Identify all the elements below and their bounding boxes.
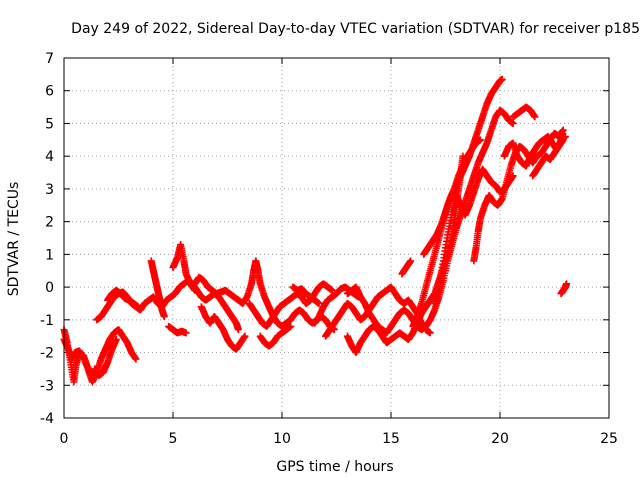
plot-frame — [63, 57, 610, 419]
series-trace-12 — [256, 322, 295, 350]
chart-title: Day 249 of 2022, Sidereal Day-to-day VTE… — [71, 21, 640, 37]
data-point — [531, 113, 539, 121]
data-point — [182, 329, 190, 337]
y-tick-label: 4 — [45, 149, 54, 165]
series-trace-18 — [398, 257, 415, 278]
x-tick-label: 10 — [273, 431, 291, 447]
series-trace-3 — [91, 335, 120, 379]
y-tick-label: -3 — [40, 378, 54, 394]
data-point — [234, 326, 242, 334]
series-trace-13 — [289, 283, 323, 307]
series-trace-7 — [169, 241, 199, 294]
x-tick-label: 15 — [382, 431, 400, 447]
data-point — [426, 329, 434, 337]
data-point — [559, 126, 567, 134]
data-point — [134, 303, 142, 311]
data-marks — [60, 75, 570, 386]
series-trace-2 — [60, 335, 94, 376]
data-point — [315, 299, 323, 307]
data-point — [509, 119, 517, 127]
data-point — [559, 136, 567, 144]
data-point — [498, 75, 506, 83]
y-tick-label: 0 — [45, 280, 54, 296]
y-tick-label: 6 — [45, 84, 54, 100]
data-point — [562, 280, 570, 288]
y-tick-label: -1 — [40, 313, 54, 329]
y-tick-label: 3 — [45, 182, 54, 198]
y-tick-label: -4 — [40, 411, 54, 427]
series-trace-5 — [104, 286, 142, 311]
data-point — [160, 313, 168, 321]
series-trace-11 — [245, 280, 336, 330]
x-tick-label: 20 — [491, 431, 509, 447]
series-trace-25 — [529, 136, 567, 180]
series-trace-26 — [557, 280, 570, 298]
data-point — [476, 136, 484, 144]
axis-ticks: 0 5 10 15 20 25 -4 -3 -2 -1 0 1 2 3 4 5 6 7 — [40, 51, 618, 447]
series-trace-9 — [197, 303, 249, 353]
y-tick-label: 2 — [45, 215, 54, 231]
data-point — [191, 286, 199, 294]
y-tick-label: 5 — [45, 116, 54, 132]
data-point — [241, 332, 249, 340]
data-point — [287, 322, 295, 330]
x-axis-label: GPS time / hours — [276, 459, 393, 475]
data-point — [86, 368, 94, 376]
series-trace-24 — [509, 103, 539, 121]
x-tick-label: 0 — [60, 431, 69, 447]
x-tick-label: 5 — [169, 431, 178, 447]
data-point — [328, 286, 336, 294]
series-trace-8 — [165, 322, 190, 337]
series-trace-6 — [147, 257, 168, 321]
grid — [64, 58, 609, 418]
y-tick-label: -2 — [40, 346, 54, 362]
series-trace-20 — [420, 136, 484, 258]
data-point — [132, 355, 140, 363]
y-axis-label: SDTVAR / TECUs — [6, 182, 22, 297]
data-point — [112, 335, 120, 343]
data-point — [407, 257, 415, 265]
x-tick-label: 25 — [600, 431, 618, 447]
y-tick-label: 7 — [45, 51, 54, 67]
y-tick-label: 1 — [45, 247, 54, 263]
